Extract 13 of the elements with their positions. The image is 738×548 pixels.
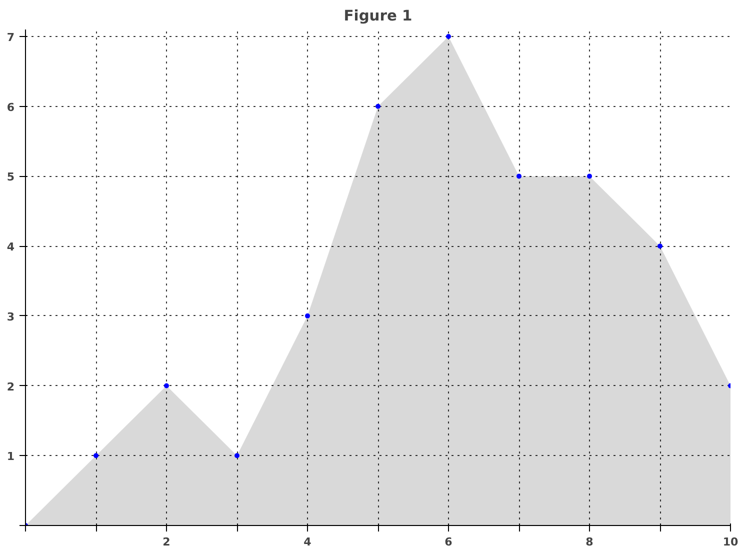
y-tick-label: 5 — [6, 170, 14, 184]
x-tick-label: 8 — [586, 536, 594, 548]
y-tick-label: 1 — [6, 450, 14, 464]
x-tick-label: 4 — [304, 536, 312, 548]
x-tick-label: 2 — [162, 536, 170, 548]
y-tick-label: 2 — [6, 380, 14, 394]
x-tick-label: 6 — [444, 536, 453, 548]
x-tick-label: 10 — [722, 536, 738, 548]
y-tick-label: 7 — [6, 30, 14, 44]
chart-title: Figure 1 — [344, 8, 412, 24]
y-tick-label: 3 — [6, 310, 14, 324]
y-tick-label: 4 — [6, 240, 15, 254]
y-tick-label: 6 — [6, 100, 15, 114]
